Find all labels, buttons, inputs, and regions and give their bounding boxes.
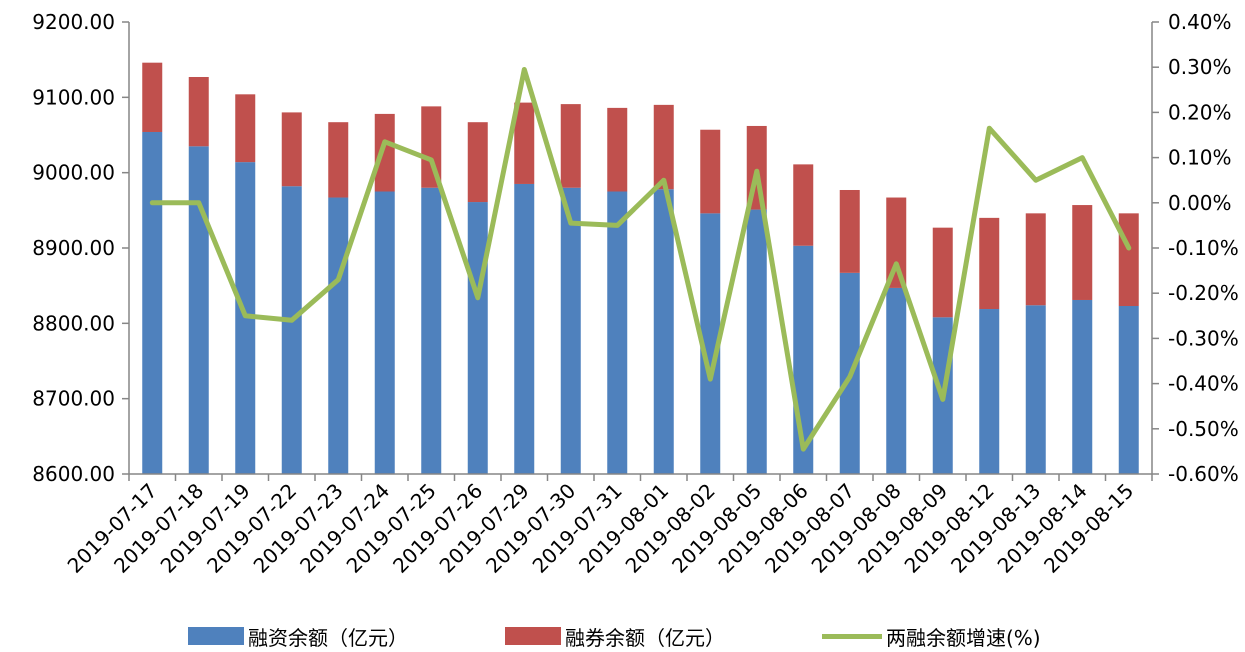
left-tick-label: 9200.00 [32, 10, 115, 34]
bar-financing [746, 209, 767, 474]
right-tick-label: 0.20% [1168, 100, 1232, 124]
bar-securities-lending [607, 107, 628, 192]
growth-line-layer [149, 67, 1132, 452]
legend-label-securities-lending: 融券余额（亿元） [565, 625, 725, 650]
bar-financing [607, 191, 628, 474]
right-tick-label: 0.00% [1168, 191, 1232, 215]
bar-financing [653, 189, 674, 475]
bar-securities-lending [142, 62, 163, 132]
bar-financing [979, 309, 1000, 474]
growth-line [149, 67, 1132, 452]
bar-securities-lending [932, 227, 953, 318]
bar-financing [560, 187, 581, 474]
chart: 8600.00 8700.00 8800.00 8900.00 9000.00 9100.… [32, 10, 1238, 578]
tick-labels-layer: 8600.00 8700.00 8800.00 8900.00 9000.00 9100.… [32, 10, 1238, 578]
bar-financing [514, 183, 535, 474]
legend: 融资余额（亿元） 融券余额（亿元） 两融余额增速(%) [0, 620, 1245, 652]
bar-financing [1118, 306, 1139, 474]
bar-securities-lending [235, 94, 256, 163]
right-tick-label: 0.40% [1168, 10, 1232, 34]
left-tick-label: 8900.00 [32, 236, 115, 260]
right-tick-label: -0.30% [1168, 326, 1239, 350]
bar-securities-lending [328, 122, 349, 198]
left-tick-label: 8800.00 [32, 311, 115, 335]
bar-securities-lending [467, 122, 488, 203]
right-tick-label: 0.10% [1168, 146, 1232, 170]
bar-securities-lending [700, 129, 721, 214]
legend-item-financing: 融资余额（亿元） [188, 620, 408, 652]
bars-layer [142, 62, 1139, 475]
right-tick-label: -0.40% [1168, 372, 1239, 396]
bar-securities-lending [793, 164, 814, 246]
bar-financing [281, 186, 302, 474]
right-tick-label: -0.20% [1168, 281, 1239, 305]
bar-financing [142, 131, 163, 474]
bar-financing [1025, 305, 1046, 474]
bar-securities-lending [560, 104, 581, 188]
legend-swatch-financing [188, 627, 244, 645]
bar-securities-lending [979, 217, 1000, 310]
bar-securities-lending [653, 104, 674, 190]
bar-securities-lending [886, 197, 907, 288]
legend-label-growth: 两融余额增速(%) [886, 625, 1041, 650]
bar-securities-lending [1025, 213, 1046, 306]
bar-securities-lending [1072, 205, 1093, 300]
bar-securities-lending [374, 113, 395, 192]
bar-financing [467, 202, 488, 474]
legend-swatch-growth [822, 633, 882, 639]
bar-financing [328, 197, 349, 474]
legend-item-securities-lending: 融券余额（亿元） [505, 620, 725, 652]
right-tick-label: 0.30% [1168, 55, 1232, 79]
legend-item-growth: 两融余额增速(%) [822, 620, 1041, 652]
right-tick-label: -0.60% [1168, 462, 1239, 486]
left-tick-label: 9000.00 [32, 161, 115, 185]
legend-swatch-securities-lending [505, 627, 561, 645]
right-tick-label: -0.50% [1168, 417, 1239, 441]
legend-label-financing: 融资余额（亿元） [248, 625, 408, 650]
left-tick-label: 8700.00 [32, 387, 115, 411]
axes-layer [122, 21, 1159, 481]
bar-financing [1072, 299, 1093, 474]
bar-financing [374, 191, 395, 474]
right-tick-label: -0.10% [1168, 236, 1239, 260]
left-tick-label: 8600.00 [32, 462, 115, 486]
bar-securities-lending [1118, 213, 1139, 307]
bar-securities-lending [281, 112, 302, 187]
bar-financing [886, 287, 907, 474]
left-tick-label: 9100.00 [32, 85, 115, 109]
bar-financing [421, 187, 442, 474]
bar-securities-lending [839, 189, 860, 273]
bar-financing [188, 146, 209, 475]
bar-securities-lending [514, 102, 535, 184]
bar-securities-lending [188, 76, 209, 147]
bar-financing [700, 213, 721, 474]
